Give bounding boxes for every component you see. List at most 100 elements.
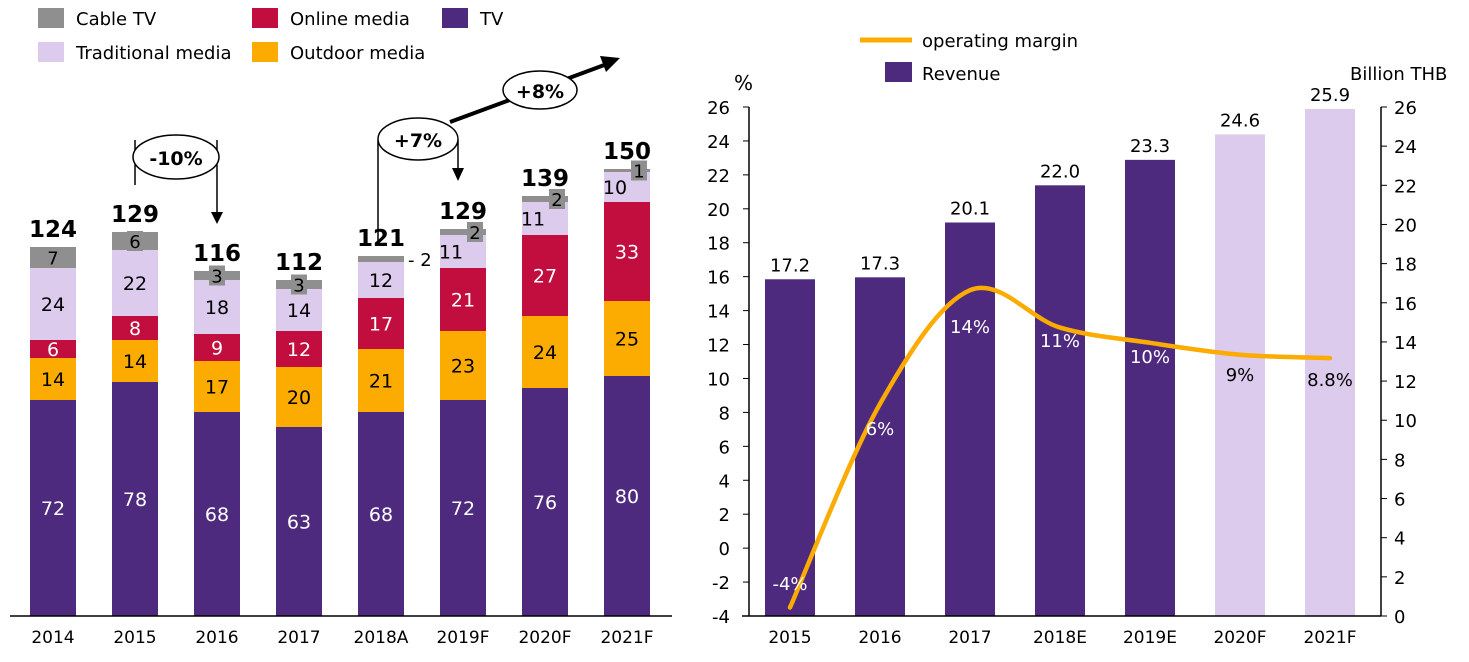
total-label: 112	[275, 250, 323, 276]
bar-segment	[30, 268, 76, 340]
data-label: 33	[615, 242, 639, 264]
bar-segment	[276, 427, 322, 616]
right-tick-label: 6	[1394, 490, 1405, 511]
revenue-bar	[1125, 159, 1175, 616]
data-label: 21	[451, 290, 475, 312]
bar-segment	[358, 298, 404, 349]
bar-segment	[194, 334, 240, 361]
data-label: 14	[287, 300, 311, 322]
left-tick-label: 8	[719, 403, 730, 424]
bar-segment	[276, 367, 322, 427]
revenue-label: 22.0	[1040, 161, 1080, 182]
bar-segment	[276, 289, 322, 331]
bar-segment	[358, 349, 404, 412]
x-tick-label: 2019E	[1123, 628, 1177, 648]
data-label: 23	[451, 356, 475, 378]
bar-segment	[604, 202, 650, 301]
right-tick-label: 2	[1394, 568, 1405, 589]
data-label: 68	[369, 504, 393, 526]
left-tick-label: 22	[707, 166, 730, 187]
bar-segment	[522, 235, 568, 316]
revenue-label: 25.9	[1310, 85, 1350, 106]
bar-segment	[604, 376, 650, 616]
right-tick-label: 24	[1394, 137, 1417, 158]
data-label: 72	[451, 498, 475, 520]
total-label: 129	[111, 202, 159, 228]
revenue-label: 20.1	[950, 199, 990, 220]
data-label: 8	[129, 318, 141, 340]
bar-segment	[194, 280, 240, 334]
total-label: 116	[193, 241, 241, 267]
revenue-label: 17.3	[860, 253, 900, 274]
legend-label: Outdoor media	[290, 43, 425, 64]
data-label: 63	[287, 512, 311, 534]
label-box	[549, 189, 565, 209]
data-label: - 2	[408, 250, 432, 271]
revenue-bar	[855, 277, 905, 616]
bar-segment	[30, 400, 76, 616]
revenue-bar	[1035, 185, 1085, 617]
right-tick-label: 26	[1394, 98, 1417, 119]
operating-margin-line	[787, 285, 1333, 610]
total-label: 139	[521, 166, 569, 192]
annotation-ellipse	[502, 70, 578, 110]
x-tick-label: 2018A	[354, 628, 409, 648]
data-label: 76	[533, 492, 557, 514]
arrow-head	[211, 212, 223, 224]
left-tick-label: 12	[707, 336, 730, 357]
data-label: 11	[521, 209, 545, 231]
data-label: 3	[211, 267, 222, 288]
label-box	[127, 231, 143, 251]
x-tick-label: 2016	[195, 628, 238, 648]
total-label: 150	[603, 139, 651, 165]
right-tick-label: 12	[1394, 372, 1417, 393]
bar-segment	[112, 382, 158, 616]
data-label: 25	[615, 329, 639, 351]
revenue-label: 23.3	[1130, 136, 1170, 157]
data-label: 22	[123, 273, 147, 295]
data-label: 18	[205, 297, 229, 319]
data-label: 21	[369, 371, 393, 393]
margin-label: 11%	[1040, 331, 1080, 352]
legend-swatch	[252, 8, 278, 28]
label-box	[209, 265, 225, 286]
data-label: 1	[633, 162, 644, 183]
label-box	[291, 274, 307, 295]
margin-label: 10%	[1130, 347, 1170, 368]
bar-segment	[440, 400, 486, 616]
x-tick-label: 2015	[113, 628, 156, 648]
bar-segment	[30, 340, 76, 358]
data-label: 2	[551, 190, 562, 211]
data-label: 68	[205, 504, 229, 526]
legend-label: Traditional media	[75, 43, 232, 64]
right-tick-label: 18	[1394, 255, 1417, 276]
x-tick-label: 2021F	[1303, 628, 1356, 648]
data-label: 3	[293, 276, 304, 297]
right-tick-label: 10	[1394, 411, 1417, 432]
revenue-label: 24.6	[1220, 110, 1260, 131]
data-label: 9	[211, 338, 223, 360]
data-label: 14	[123, 351, 147, 373]
media-spending-chart: Cable TV Online media TV Traditional media O…	[10, 8, 672, 648]
legend-label: Revenue	[922, 64, 1000, 85]
data-label: 24	[41, 294, 65, 316]
left-tick-label: 4	[719, 471, 730, 492]
left-tick-label: 0	[719, 539, 730, 560]
bar-segment	[522, 388, 568, 616]
data-label: 7	[47, 249, 58, 270]
bar-segment	[440, 268, 486, 331]
arrow-head	[600, 56, 620, 72]
bar-segment	[112, 316, 158, 340]
data-label: 6	[47, 339, 59, 361]
margin-label: 8.8%	[1307, 370, 1353, 391]
total-label: 124	[29, 217, 77, 243]
left-tick-label: 16	[707, 268, 730, 289]
data-label: 12	[287, 339, 311, 361]
legend-swatch	[442, 8, 468, 28]
left-axis-label: %	[734, 71, 753, 95]
bar-segment	[112, 340, 158, 382]
left-tick-label: 10	[707, 369, 730, 390]
margin-label: 14%	[950, 317, 990, 338]
bar-segment	[194, 361, 240, 412]
left-tick-label: 6	[719, 437, 730, 458]
